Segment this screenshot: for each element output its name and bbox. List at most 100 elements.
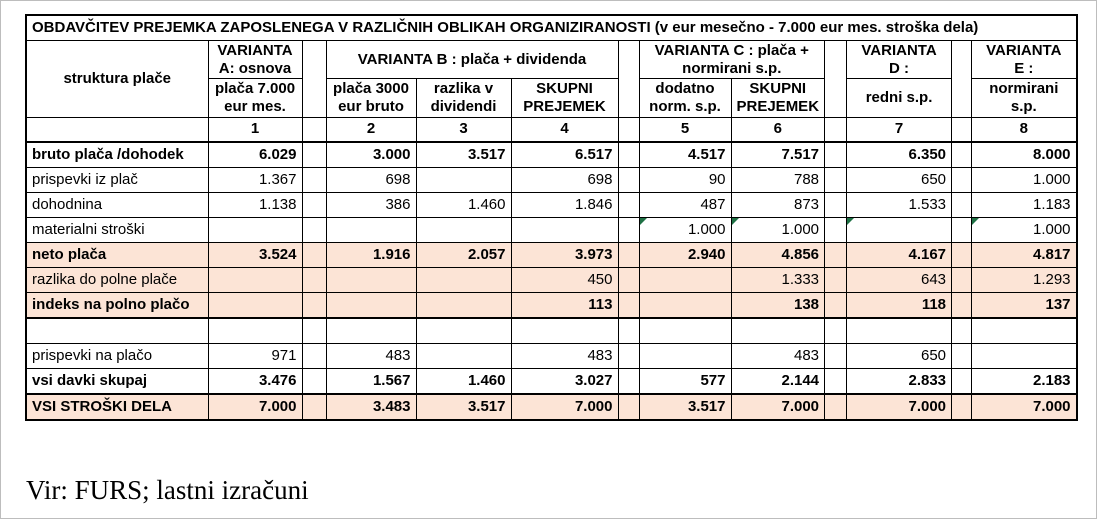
cell: 7.000 — [730, 392, 826, 421]
cell: 7.000 — [510, 392, 619, 421]
cell-with-error-flag-icon: 1.000 — [730, 216, 826, 243]
row-label: prispevki iz plač — [25, 166, 209, 193]
spacer-cell — [824, 116, 848, 143]
row-label: indeks na polno plačo — [25, 291, 209, 319]
spacer-cell — [301, 40, 327, 118]
spacer-cell — [951, 166, 973, 193]
spacer-cell — [824, 266, 848, 293]
cell: 577 — [638, 367, 732, 395]
cell-with-error-flag-icon: 1.000 — [638, 216, 732, 243]
cell — [325, 317, 417, 344]
cell: 7.000 — [971, 392, 1078, 421]
spacer-cell — [301, 191, 327, 218]
cell-with-error-flag-icon — [846, 216, 953, 243]
source-note: Vir: FURS; lastni izračuni — [26, 475, 309, 505]
row-label-header: struktura plače — [25, 40, 209, 118]
cell: 1.138 — [207, 191, 303, 218]
cell: 3.973 — [510, 241, 619, 268]
spacer-cell — [951, 141, 973, 168]
spacer-cell — [951, 191, 973, 218]
cell: 4.817 — [971, 241, 1078, 268]
group-header-varianta-e: VARIANTA E : — [971, 39, 1078, 80]
spacer-cell — [301, 392, 327, 421]
cell: 1.000 — [971, 166, 1078, 193]
table-row: VSI STROŠKI DELA 7.000 3.483 3.517 7.000 3.51… — [25, 392, 1078, 421]
cell: 3.483 — [325, 392, 417, 421]
cell — [730, 317, 826, 344]
spacer-cell — [951, 342, 973, 369]
spacer-cell — [301, 317, 327, 344]
row-label: prispevki na plačo — [25, 342, 209, 369]
table-row: materialni stroški 1.000 1.000 1.000 — [25, 216, 1078, 243]
spacer-cell — [824, 141, 848, 168]
cell: 450 — [510, 266, 619, 293]
spacer-cell — [824, 392, 848, 421]
cell: 483 — [510, 342, 619, 369]
spacer-cell — [951, 40, 973, 118]
cell — [415, 216, 512, 243]
cell: 4.517 — [638, 141, 732, 168]
column-header: SKUPNI PREJEMEK — [510, 78, 619, 118]
cell — [207, 291, 303, 319]
spacer-cell — [617, 141, 640, 168]
cell: 1.460 — [415, 191, 512, 218]
row-label: VSI STROŠKI DELA — [25, 392, 209, 421]
spacer-cell — [301, 291, 327, 319]
column-number: 2 — [325, 116, 417, 143]
cell: 3.524 — [207, 241, 303, 268]
group-header-varianta-d: VARIANTA D : — [846, 39, 953, 80]
cell — [638, 266, 732, 293]
sub-header-row: plača 7.000 eur mes. plača 3000 eur brut… — [26, 78, 1078, 118]
table-row: neto plača 3.524 1.916 2.057 3.973 2.940 4.856… — [25, 241, 1078, 268]
spacer-cell — [951, 291, 973, 319]
spacer-cell — [617, 291, 640, 319]
spacer-cell — [301, 216, 327, 243]
spacer-cell — [301, 266, 327, 293]
cell — [415, 266, 512, 293]
cell: 650 — [846, 166, 953, 193]
table-body: bruto plača /dohodek 6.029 3.000 3.517 6.517… — [25, 141, 1078, 421]
spacer-cell — [951, 266, 973, 293]
column-number: 4 — [510, 116, 619, 143]
column-header: plača 3000 eur bruto — [325, 78, 417, 118]
cell: 3.517 — [415, 141, 512, 168]
column-header: dodatno norm. s.p. — [638, 78, 732, 118]
column-number: 5 — [638, 116, 732, 143]
cell: 487 — [638, 191, 732, 218]
spacer-cell — [824, 342, 848, 369]
cell: 1.567 — [325, 367, 417, 395]
cell — [415, 317, 512, 344]
spacer-cell — [824, 166, 848, 193]
cell — [971, 317, 1078, 344]
cell: 7.517 — [730, 141, 826, 168]
spacer-cell — [617, 191, 640, 218]
table-header: OBDAVČITEV PREJEMKA ZAPOSLENEGA V RAZLIČ… — [25, 14, 1078, 143]
cell: 4.167 — [846, 241, 953, 268]
column-number: 6 — [730, 116, 826, 143]
spacer-cell — [824, 191, 848, 218]
cell: 1.333 — [730, 266, 826, 293]
group-header-row: struktura plače VARIANTA A: osnova VARIA… — [25, 39, 1078, 118]
spacer-cell — [951, 392, 973, 421]
spacer-cell — [301, 367, 327, 395]
table-title: OBDAVČITEV PREJEMKA ZAPOSLENEGA V RAZLIČ… — [25, 14, 1078, 41]
table-row — [25, 317, 1078, 344]
row-label: bruto plača /dohodek — [25, 141, 209, 168]
column-header: SKUPNI PREJEMEK — [730, 78, 826, 118]
spacer-cell — [824, 216, 848, 243]
column-header: normirani s.p. — [971, 78, 1078, 118]
cell: 2.183 — [971, 367, 1078, 395]
cell: 1.846 — [510, 191, 619, 218]
cell — [638, 291, 732, 319]
column-number: 7 — [846, 116, 953, 143]
spacer-cell — [617, 367, 640, 395]
cell: 6.029 — [207, 141, 303, 168]
table-row: bruto plača /dohodek 6.029 3.000 3.517 6.517… — [25, 141, 1078, 168]
cell: 7.000 — [846, 392, 953, 421]
cell: 1.533 — [846, 191, 953, 218]
cell — [325, 266, 417, 293]
cell — [415, 342, 512, 369]
cell: 7.000 — [207, 392, 303, 421]
spacer-cell — [617, 266, 640, 293]
